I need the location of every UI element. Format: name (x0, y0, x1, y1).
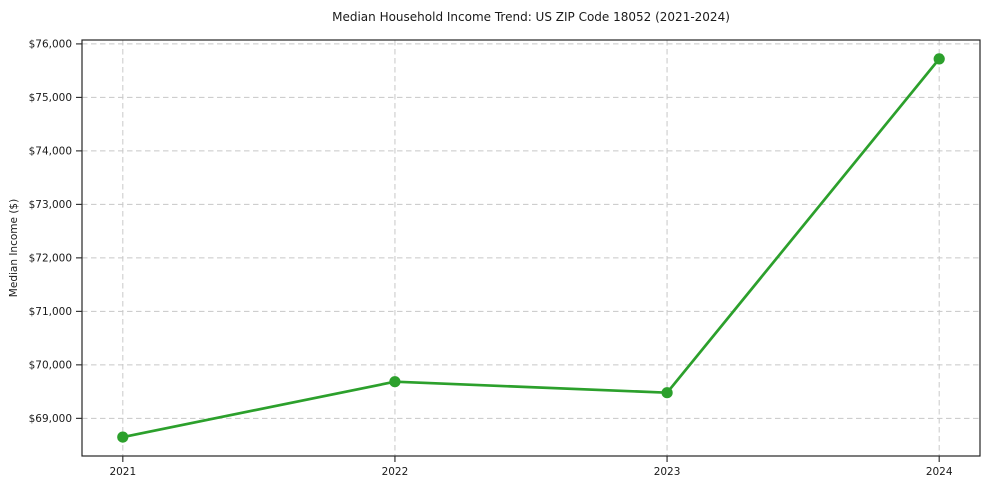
y-axis-label: Median Income ($) (8, 199, 20, 297)
data-series (117, 53, 945, 443)
horizontal-gridlines (82, 43, 980, 419)
y-tick-label: $70,000 (29, 360, 72, 372)
y-tick-label: $73,000 (29, 199, 72, 211)
data-point-marker-2023 (661, 387, 673, 399)
data-point-marker-2024 (933, 53, 945, 65)
x-axis-tick-labels: 2021 2022 2023 2024 (109, 466, 952, 478)
data-point-marker-2022 (389, 376, 401, 388)
y-tick-label: $69,000 (29, 413, 72, 425)
data-point-marker-2021 (117, 431, 129, 443)
trend-line (121, 57, 941, 439)
x-tick-label: 2021 (109, 466, 136, 478)
x-tick-label: 2024 (926, 466, 953, 478)
y-tick-label: $75,000 (29, 92, 72, 104)
y-tick-label: $71,000 (29, 306, 72, 318)
plot-border (81, 39, 981, 457)
y-tick-label: $72,000 (29, 253, 72, 265)
y-tick-label: $74,000 (29, 146, 72, 158)
chart-title: Median Household Income Trend: US ZIP Co… (332, 10, 730, 24)
x-tick-label: 2022 (382, 466, 409, 478)
vertical-gridlines (122, 40, 940, 456)
y-tick-label: $76,000 (29, 39, 72, 51)
axis-tickmarks (76, 43, 940, 462)
y-axis-tick-labels: $69,000 $70,000 $71,000 $72,000 $73,000 $74,0… (29, 39, 72, 425)
x-tick-label: 2023 (654, 466, 681, 478)
